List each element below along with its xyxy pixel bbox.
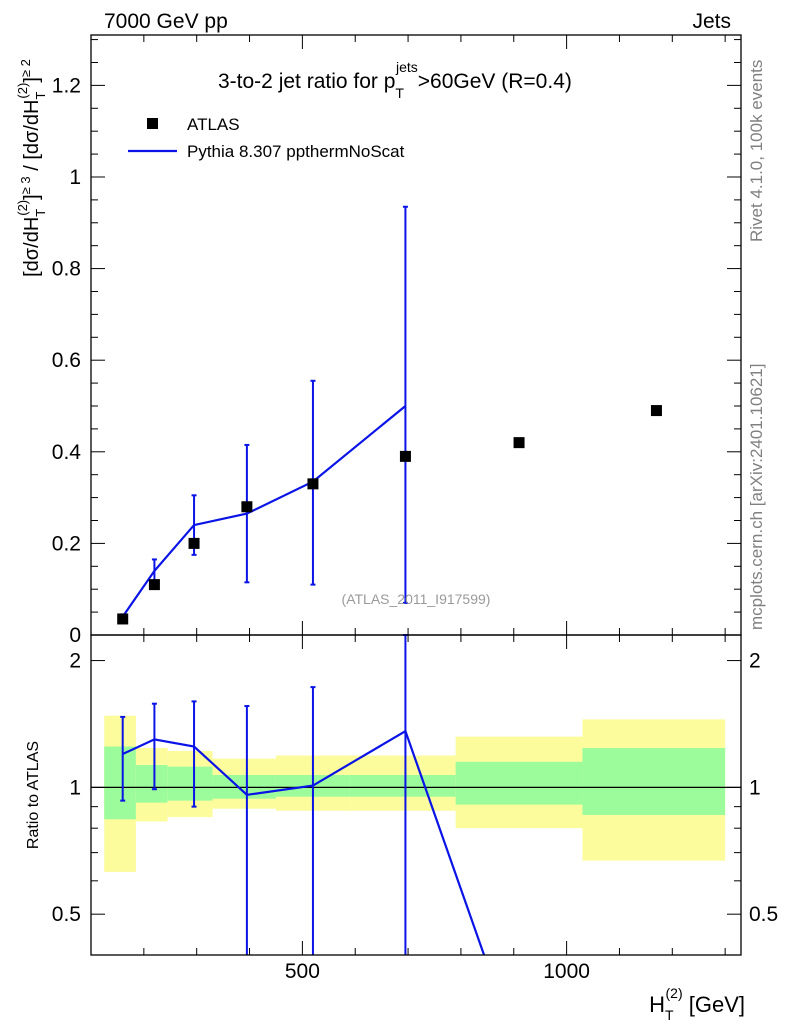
x-axis-label: HT(2) [GeV] xyxy=(649,985,745,1023)
y-tick-label: 0 xyxy=(69,624,81,647)
ratio-y-tick-label-left: 0.5 xyxy=(52,903,81,926)
data-point xyxy=(148,579,160,591)
y-tick-label: 1 xyxy=(69,166,81,189)
main-y-axis-label: [dσ/dHT(2)]≥ 3 / [dσ/dHT(2)]≥ 2 xyxy=(15,59,48,277)
uncertainty-band-inner xyxy=(104,746,136,820)
legend-marker-atlas xyxy=(147,118,158,129)
data-point xyxy=(241,501,253,513)
ratio-panel: 0.5 0.5 1 1 2 2 500 1000 Ratio to ATLAS HT(2) … xyxy=(25,634,778,1023)
header-left: 7000 GeV pp xyxy=(104,10,228,33)
ratio-y-tick-label-right: 2 xyxy=(749,650,761,673)
data-point xyxy=(399,450,411,462)
y-tick-label: 1.2 xyxy=(52,74,81,97)
uncertainty-band-inner xyxy=(167,766,213,801)
main-ticks xyxy=(90,35,741,636)
main-plot-area xyxy=(117,205,662,625)
uncertainty-band-inner xyxy=(582,748,726,815)
main-y-tick-labels: 0 0.2 0.4 0.6 0.8 1 1.2 xyxy=(52,74,82,647)
data-point xyxy=(117,613,129,625)
y-tick-label: 0.2 xyxy=(52,532,81,555)
analysis-tag: (ATLAS_2011_I917599) xyxy=(342,591,491,607)
ratio-plot-area xyxy=(91,634,741,956)
data-point xyxy=(513,437,525,449)
ratio-y-tick-label-left: 1 xyxy=(69,776,81,799)
x-tick-labels: 500 1000 xyxy=(285,960,590,983)
main-panel: 0 0.2 0.4 0.6 0.8 1 1.2 3-to-2 jet ratio for p… xyxy=(15,34,742,647)
data-point xyxy=(188,537,200,549)
rivet-info: Rivet 4.1.0, 100k events xyxy=(747,60,766,242)
uncertainty-band-inner xyxy=(349,774,456,797)
legend-label-pythia: Pythia 8.307 ppthermNoScat xyxy=(187,142,405,161)
ratio-y-axis-label: Ratio to ATLAS xyxy=(25,741,42,849)
uncertainty-band-inner xyxy=(455,761,583,805)
ratio-line xyxy=(122,729,486,956)
mc-line xyxy=(121,405,407,618)
plot-title: 3-to-2 jet ratio for pTjets>60GeV (R=0.4… xyxy=(218,59,572,101)
uncertainty-band-inner xyxy=(135,765,168,803)
ratio-y-tick-label-left: 2 xyxy=(69,650,81,673)
legend-label-atlas: ATLAS xyxy=(187,115,240,134)
ratio-y-tick-labels: 0.5 0.5 1 1 2 2 xyxy=(52,650,778,927)
ratio-y-tick-label-right: 1 xyxy=(749,776,761,799)
y-tick-label: 0.6 xyxy=(52,349,81,372)
mcplots-info: mcplots.cern.ch [arXiv:2401.10621] xyxy=(747,364,766,630)
header-right: Jets xyxy=(692,10,731,33)
ratio-frame xyxy=(90,634,742,956)
x-tick-label: 500 xyxy=(285,960,320,983)
ratio-ticks xyxy=(90,635,741,956)
x-tick-label: 1000 xyxy=(543,960,590,983)
data-point xyxy=(307,478,319,490)
y-tick-label: 0.8 xyxy=(52,258,81,281)
ratio-y-tick-label-right: 0.5 xyxy=(749,903,778,926)
y-tick-label: 0.4 xyxy=(52,441,82,464)
data-point xyxy=(650,405,662,417)
